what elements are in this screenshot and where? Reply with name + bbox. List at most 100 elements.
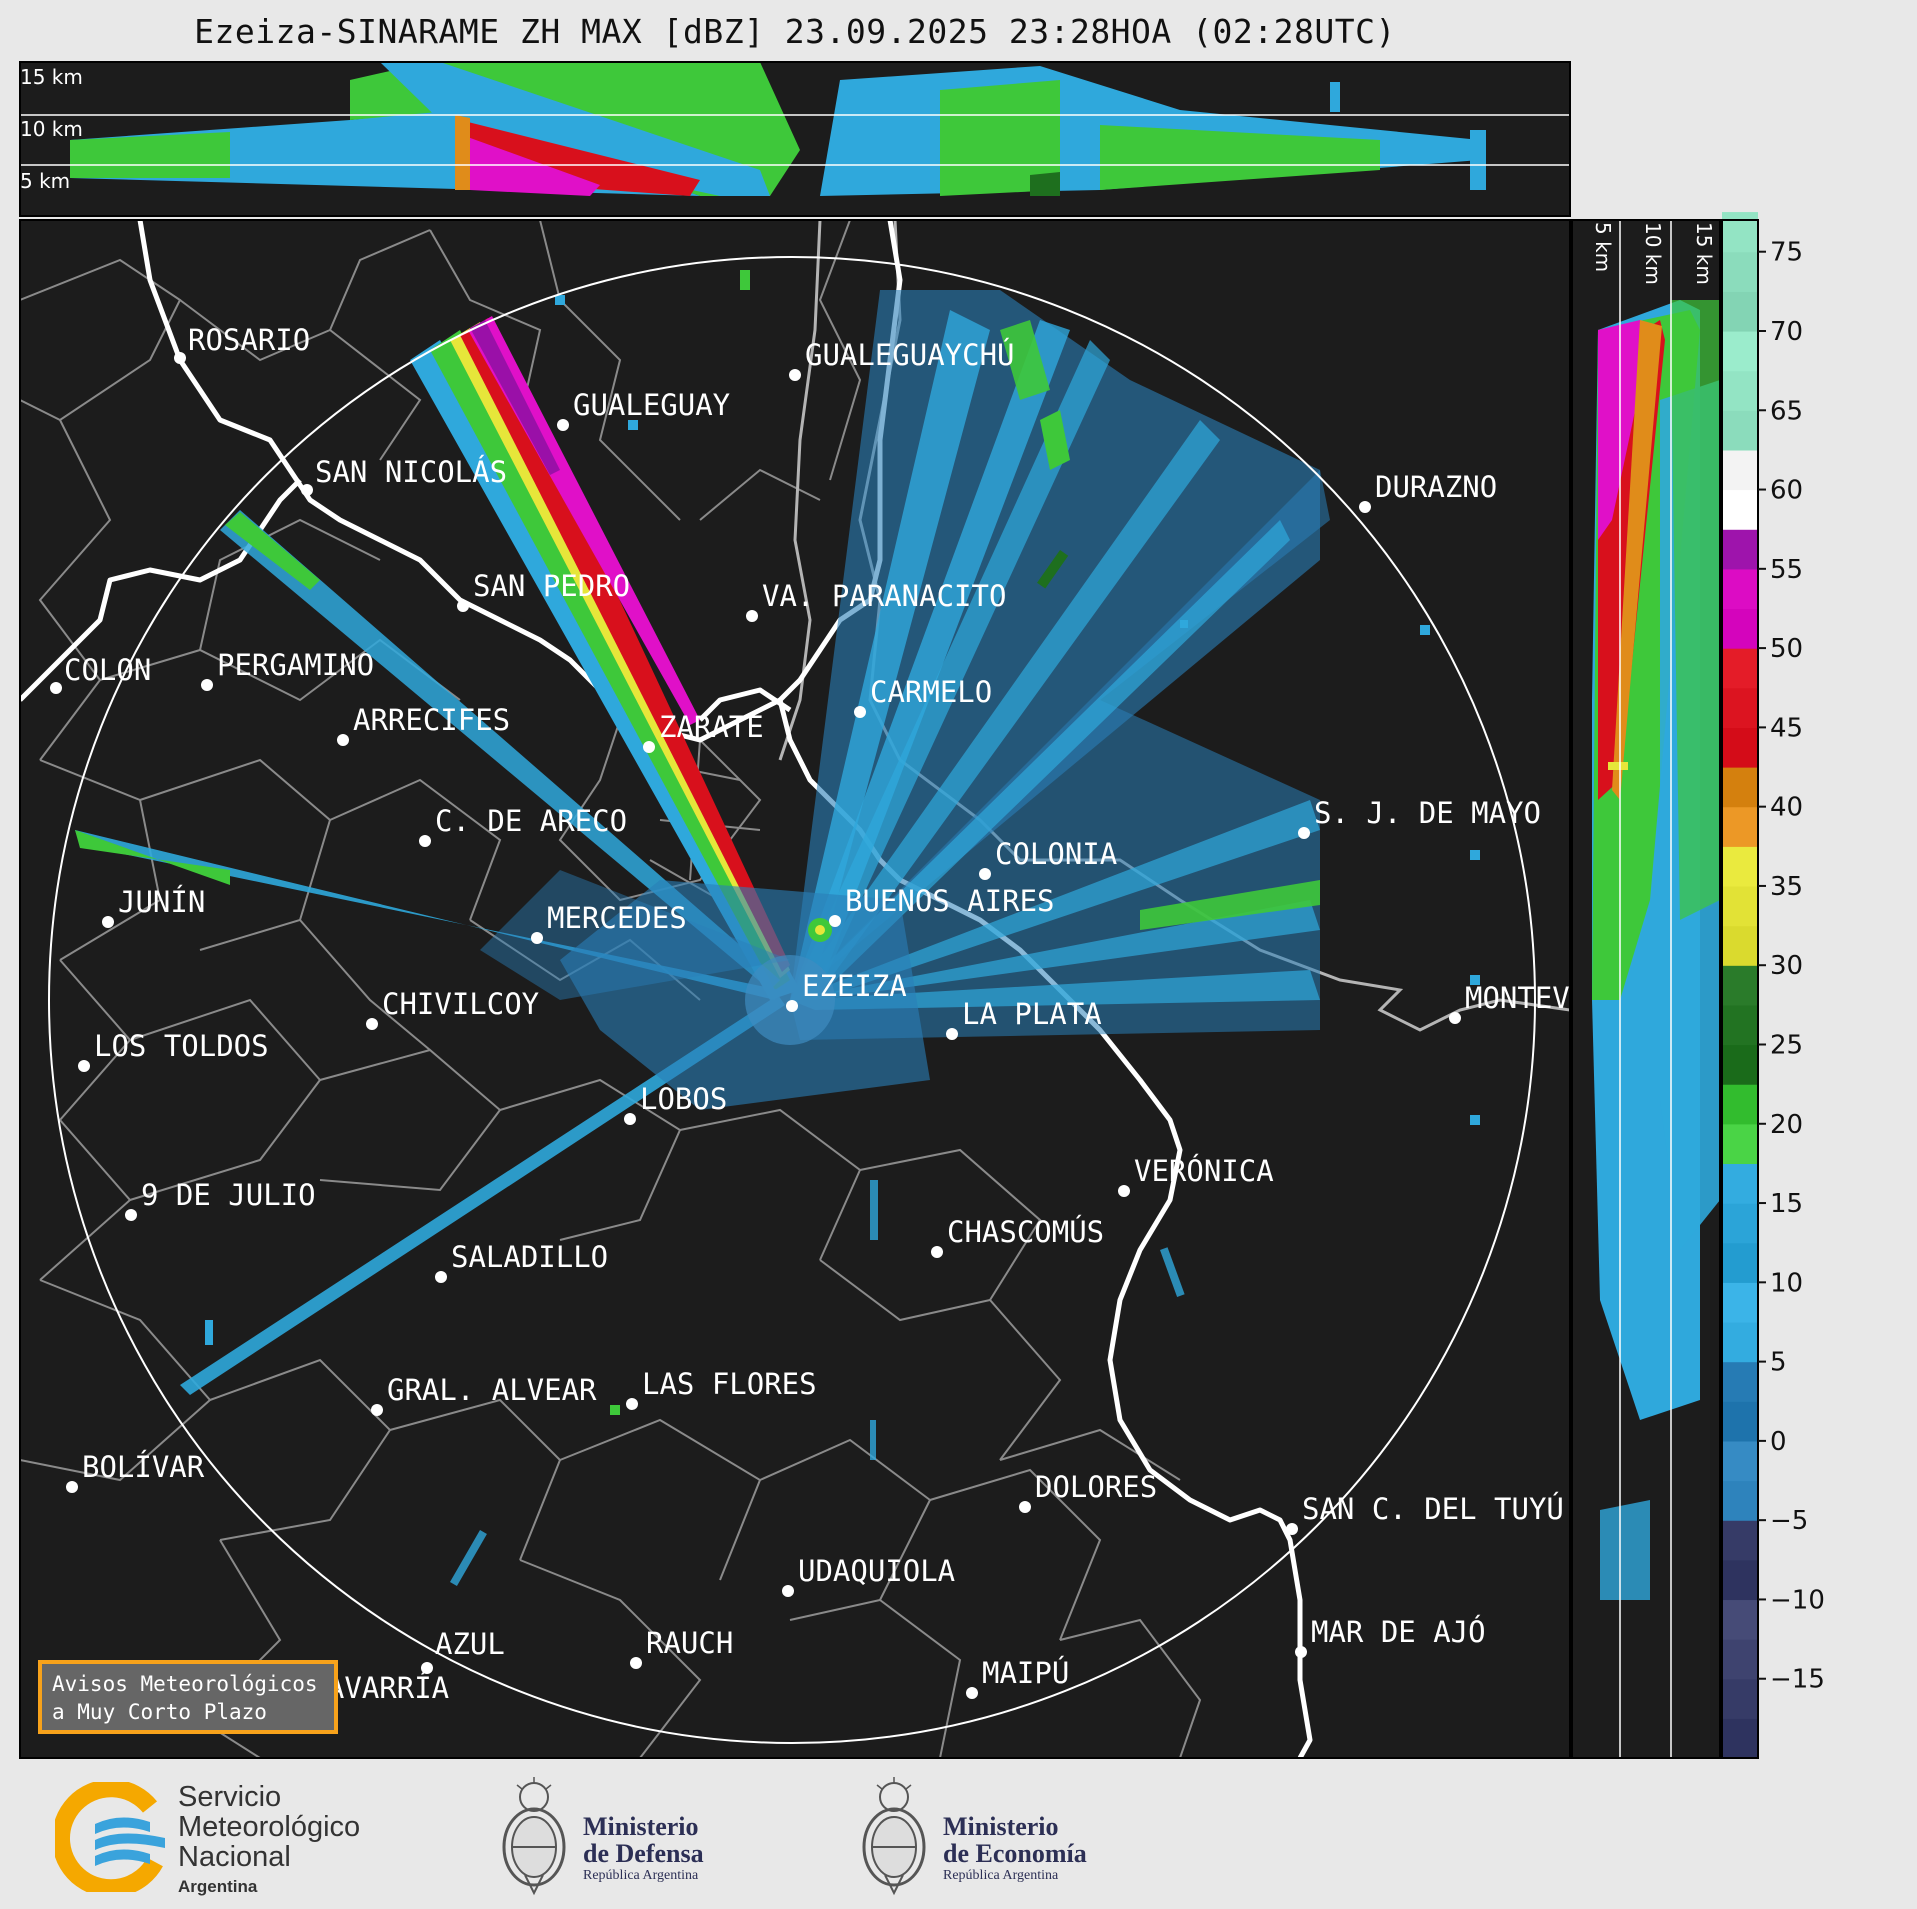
city-sjdemayo: S. J. DE MAYO: [1298, 796, 1541, 839]
colorbar-tick-label: 35: [1770, 872, 1803, 902]
city-label: MAIPÚ: [982, 1656, 1069, 1690]
city-pergamino: PERGAMINO: [201, 648, 374, 691]
city-label: VERÓNICA: [1134, 1154, 1274, 1188]
city-rosario: ROSARIO: [174, 323, 310, 364]
city-marker: [782, 1585, 794, 1597]
city-marker: [1019, 1501, 1031, 1513]
city-label: LAS FLORES: [642, 1367, 817, 1401]
city-label: PERGAMINO: [217, 648, 374, 682]
city-ezeiza: EZEIZA: [786, 969, 907, 1012]
city-marker: [371, 1404, 383, 1416]
city-label: SAN C. DEL TUYÚ: [1302, 1492, 1564, 1526]
city-label: CHIVILCOY: [382, 987, 539, 1021]
colorbar-segment: [1722, 767, 1758, 808]
city-label: VA. PARANACITO: [762, 579, 1006, 613]
colorbar-segment: [1722, 727, 1758, 768]
city-marker: [946, 1028, 958, 1040]
top-height-label-15km: 15 km: [20, 65, 83, 89]
city-markers: ROSARIO GUALEGUAYCHÚ GUALEGUAY SAN NICOLÁS D…: [50, 323, 1570, 1714]
colorbar-segment: [1722, 489, 1758, 530]
city-marker: [630, 1657, 642, 1669]
city-carmelo: CARMELO: [854, 675, 992, 718]
city-marker: [301, 484, 313, 496]
city-marker: [966, 1687, 978, 1699]
colorbar-segment: [1722, 1361, 1758, 1402]
city-label: JUNÍN: [118, 885, 205, 919]
city-marker: [643, 741, 655, 753]
colorbar-tick-label: −15: [1770, 1665, 1825, 1695]
colorbar-segment: [1722, 410, 1758, 451]
defensa-logo: Ministerio de Defensa República Argentin…: [495, 1775, 755, 1900]
city-marker: [337, 734, 349, 746]
colorbar-tick-label: 20: [1770, 1110, 1803, 1140]
city-udaquiola: UDAQUIOLA: [782, 1554, 955, 1597]
colorbar-tick-label: 75: [1770, 238, 1803, 268]
city-label: COLONIA: [995, 837, 1117, 871]
city-9-de-julio: 9 DE JULIO: [125, 1178, 316, 1221]
colorbar-segment: [1722, 687, 1758, 728]
city-san-nicolas: SAN NICOLÁS: [301, 455, 507, 496]
city-marker: [746, 610, 758, 622]
city-chascomus: CHASCOMÚS: [931, 1215, 1104, 1258]
city-c-de-areco: C. DE ARECO: [419, 804, 627, 847]
colorbar-segment: [1722, 1559, 1758, 1601]
city-marker: [786, 1000, 798, 1012]
defensa-sub: República Argentina: [583, 1868, 699, 1883]
city-label: GUALEGUAYCHÚ: [805, 338, 1015, 372]
city-marker: [531, 932, 543, 944]
city-paranacito: VA. PARANACITO: [746, 579, 1006, 622]
city-marker: [789, 369, 801, 381]
colorbar-segment: [1722, 608, 1758, 649]
colorbar-segment: [1722, 449, 1758, 491]
city-marker: [626, 1398, 638, 1410]
argentina-coat-of-arms-icon: [862, 1777, 926, 1896]
city-label: DURAZNO: [1375, 470, 1497, 504]
city-label: UDAQUIOLA: [798, 1554, 955, 1588]
city-label: BOLÍVAR: [82, 1450, 205, 1484]
district-boundaries: [20, 220, 1202, 1758]
colorbar-segment: [1722, 212, 1758, 253]
colorbar-tick-label: 0: [1770, 1427, 1787, 1457]
city-gral-alvear: GRAL. ALVEAR: [371, 1373, 597, 1416]
city-marker: [854, 706, 866, 718]
colorbar-segment: [1722, 1718, 1758, 1759]
city-marker: [1118, 1185, 1130, 1197]
avisos-badge[interactable]: Avisos Meteorológicos a Muy Corto Plazo: [38, 1660, 338, 1734]
colorbar-segment: [1722, 1203, 1758, 1244]
city-chivilcoy: CHIVILCOY: [366, 987, 539, 1030]
city-marker: [50, 682, 62, 694]
top-cross-section-echoes: [20, 62, 1570, 196]
city-marker: [125, 1209, 137, 1221]
colorbar-segment: [1722, 568, 1758, 610]
smn-logo: Servicio Meteorológico Nacional Argentin…: [52, 1779, 455, 1898]
colorbar-tick-label: 10: [1770, 1268, 1803, 1298]
colorbar-tick-label: 25: [1770, 1030, 1803, 1060]
side-cross-section-panel: 5 km 10 km 15 km: [1571, 219, 1721, 1759]
city-label: SAN NICOLÁS: [315, 455, 507, 489]
colorbar-tick-label: 30: [1770, 951, 1803, 981]
colorbar-tick-label: 60: [1770, 476, 1803, 506]
city-marker: [557, 419, 569, 431]
city-dolores: DOLORES: [1019, 1470, 1157, 1513]
city-label: GRAL. ALVEAR: [387, 1373, 597, 1407]
city-marker: [1286, 1523, 1298, 1535]
smn-emblem-icon: [52, 1779, 165, 1898]
colorbar-segments: [1722, 212, 1758, 1759]
city-label: DOLORES: [1035, 1470, 1157, 1504]
colorbar-segment: [1722, 330, 1758, 372]
colorbar-segment: [1722, 1044, 1758, 1085]
city-label: MAR DE AJÓ: [1311, 1615, 1486, 1649]
colorbar-segment: [1722, 1440, 1758, 1482]
city-label: BUENOS AIRES: [845, 884, 1055, 918]
city-label: ARRECIFES: [353, 703, 510, 737]
colorbar-tick-label: −10: [1770, 1585, 1825, 1615]
smn-country: Argentina: [178, 1877, 258, 1896]
colorbar-tick-label: 55: [1770, 555, 1803, 585]
radar-echoes: [75, 270, 1480, 1586]
side-cross-section-echoes: [1592, 220, 1720, 1758]
city-montevideo: MONTEV: [1449, 981, 1570, 1024]
city-mar-de-ajo: MAR DE AJÓ: [1295, 1615, 1486, 1658]
avisos-line1: Avisos Meteorológicos: [52, 1672, 318, 1696]
city-label: CHASCOMÚS: [947, 1215, 1104, 1249]
